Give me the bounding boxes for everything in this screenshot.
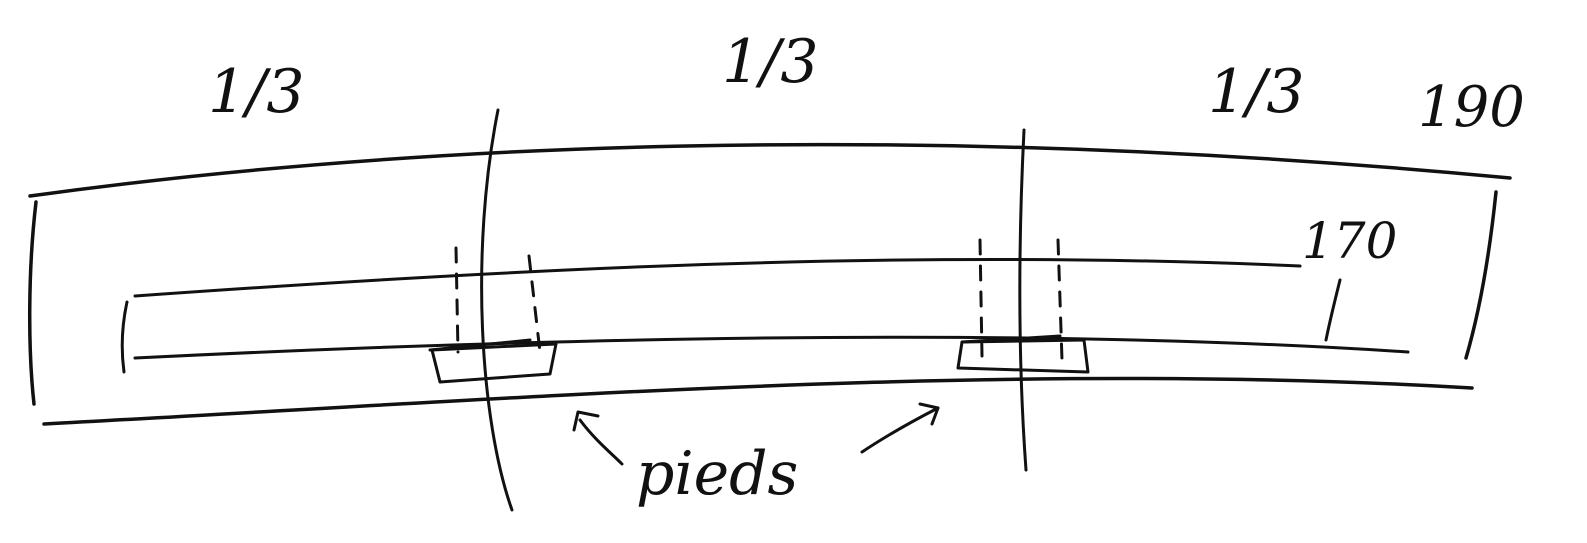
label-feet: pieds [636,439,798,509]
inner-bar-left-edge [120,300,129,374]
label-inner-length: 170 [1302,212,1397,270]
arrow-right-shaft [860,406,940,454]
foot-right [956,238,1090,374]
arrow-right-head [918,402,940,426]
outer-board-bottom-edge [42,376,1474,426]
label-outer-length: 190 [1418,75,1525,140]
arrow-left-head [572,410,600,432]
foot-left-dash-b [527,254,542,354]
foot-right-dash-b [1056,238,1064,362]
foot-right-shape [956,338,1090,374]
outer-board [27,142,1512,426]
foot-left-dash-a [454,246,460,354]
foot-left [428,246,558,384]
foot-left-shape [430,342,558,384]
outer-board-top-edge [28,142,1512,198]
inner-length-marker [1324,278,1342,342]
inner-bar-bottom-edge [133,335,1410,360]
third-divider-left [480,108,514,512]
inner-bar [120,257,1410,374]
arrow-to-left-foot [572,410,624,466]
arrow-left-shaft [578,418,624,466]
arrow-to-right-foot [860,402,940,454]
foot-left-top [428,338,532,352]
label-third-left: 1/3 [208,57,305,127]
label-third-middle: 1/3 [722,27,819,97]
third-divider-right [1018,128,1028,472]
foot-right-top [960,334,1062,344]
label-third-right: 1/3 [1208,57,1305,127]
outer-board-right-edge [1464,190,1498,360]
inner-bar-top-edge [133,257,1302,298]
outer-board-left-edge [27,200,38,406]
foot-right-dash-a [978,238,984,358]
